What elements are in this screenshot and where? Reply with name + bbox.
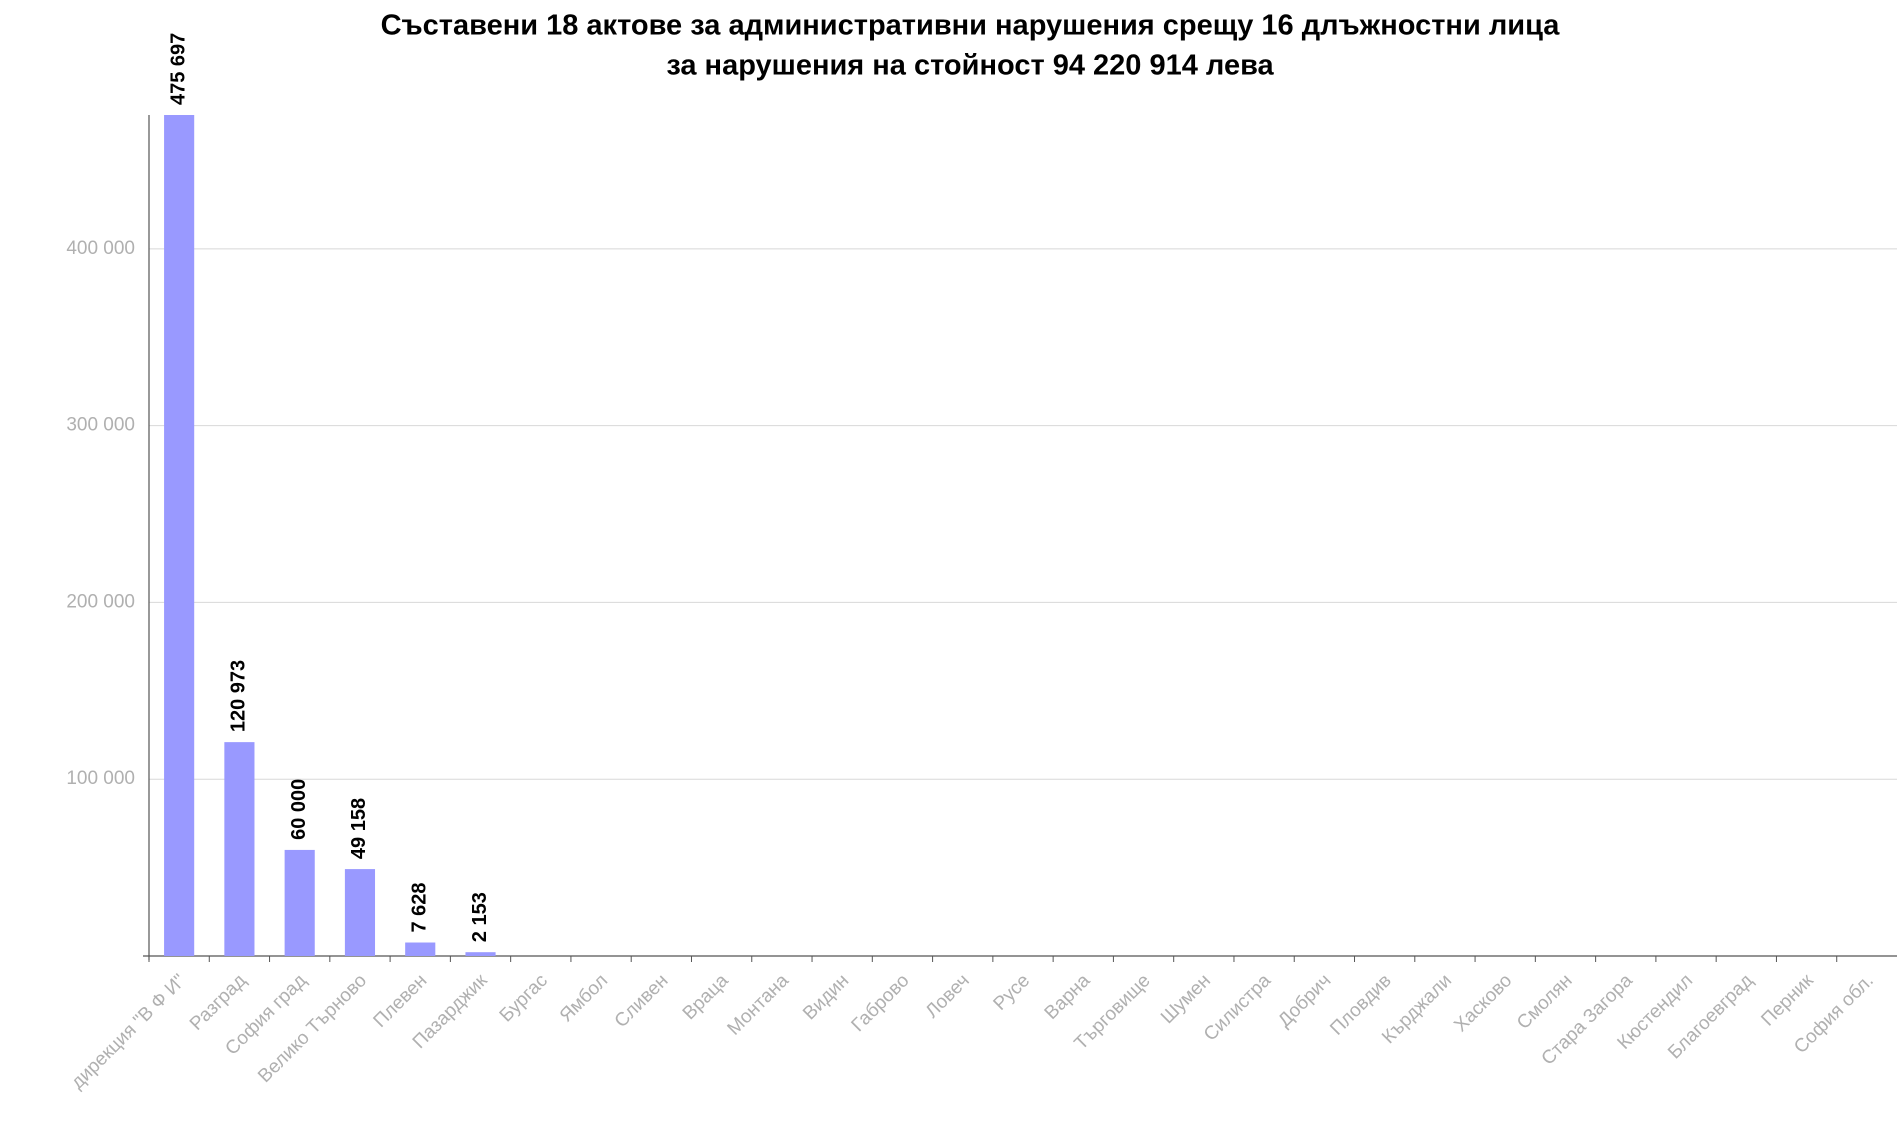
value-label: 7 628 (409, 882, 431, 932)
value-label: 120 973 (228, 660, 250, 732)
bar (224, 742, 255, 956)
bar (405, 942, 436, 956)
x-tick-label: Силистра (1200, 970, 1276, 1046)
bar (344, 869, 376, 956)
x-tick-label: Хасково (1450, 970, 1516, 1036)
value-label: 60 000 (288, 779, 310, 840)
chart-title: за нарушения на стойност 94 220 914 лева (666, 50, 1274, 82)
x-tick-label: Велико Търново (254, 970, 371, 1087)
x-tick-label: Варна (1041, 970, 1095, 1024)
x-tick-label: дирекция "В Ф И" (67, 970, 190, 1093)
x-tick-label: Бургас (496, 970, 552, 1026)
x-tick-label: Ловеч (922, 970, 974, 1022)
x-tick-label: Русе (990, 970, 1035, 1015)
bar (284, 849, 315, 956)
y-tick-label: 300 000 (66, 415, 135, 436)
y-tick-label: 200 000 (66, 591, 135, 612)
x-tick-label: Габрово (848, 970, 914, 1036)
x-tick-label: Видин (799, 970, 853, 1024)
chart-title: Съставени 18 актове за административни н… (381, 10, 1561, 42)
x-tick-label: Сливен (611, 970, 673, 1032)
x-tick-label: Перник (1757, 970, 1818, 1031)
x-tick-label: Шумен (1157, 970, 1215, 1028)
y-tick-label: 400 000 (66, 238, 135, 259)
x-tick-label: Плевен (370, 970, 432, 1032)
value-label: 49 158 (348, 798, 370, 859)
x-tick-label: Враца (679, 970, 733, 1024)
x-tick-label: Добрич (1274, 970, 1335, 1031)
bar (465, 952, 496, 956)
y-tick-label: 100 000 (66, 768, 135, 789)
x-tick-label: Монтана (724, 970, 794, 1040)
x-tick-label: Ямбол (556, 970, 612, 1026)
value-label: 475 697 (167, 33, 189, 105)
value-label: 2 153 (469, 892, 491, 942)
bar (164, 115, 195, 956)
